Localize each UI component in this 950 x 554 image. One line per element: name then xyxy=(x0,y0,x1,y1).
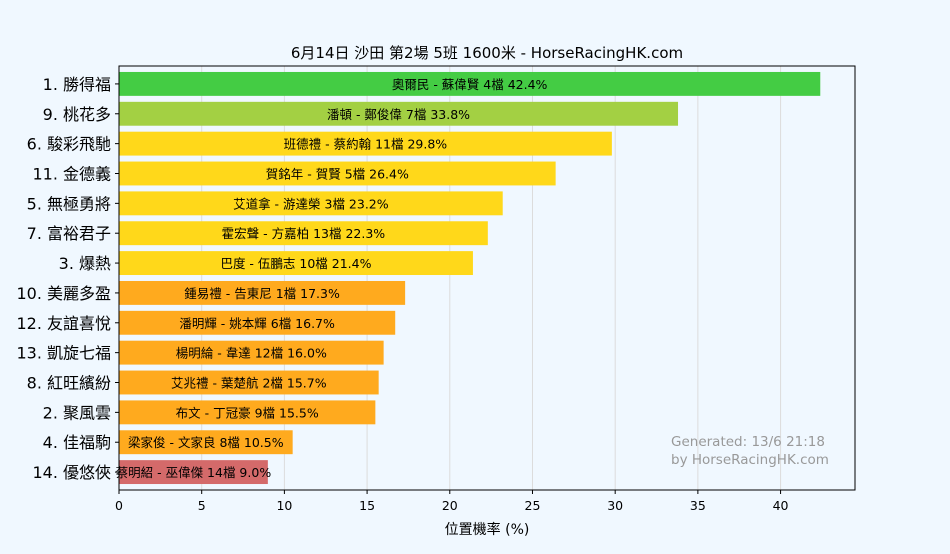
plot-area: 奧爾民 - 蘇偉賢 4檔 42.4% 潘頓 - 鄭俊偉 7檔 33.8% 班德禮 -… xyxy=(16,65,856,513)
bar xyxy=(119,71,821,96)
bar-label: 霍宏聲 - 方嘉柏 13檔 22.3% xyxy=(222,226,386,241)
bar xyxy=(119,370,379,395)
bar xyxy=(119,400,376,425)
bar-label: 潘頓 - 鄭俊偉 7檔 33.8% xyxy=(327,107,470,122)
bar-label: 艾兆禮 - 葉楚航 2檔 15.7% xyxy=(171,376,327,391)
y-tick-label: 14. 優悠俠 xyxy=(32,463,111,482)
bar xyxy=(119,310,396,335)
bar xyxy=(119,251,473,276)
x-tick-label: 5 xyxy=(198,498,206,513)
bar-label: 賀銘年 - 賀賢 5檔 26.4% xyxy=(266,166,409,181)
x-tick-label: 10 xyxy=(276,498,292,513)
bar-label: 巴度 - 伍鵬志 10檔 21.4% xyxy=(220,256,371,271)
y-tick-label: 1. 勝得福 xyxy=(43,75,111,94)
y-tick-label: 6. 駿彩飛馳 xyxy=(27,135,111,154)
bar-label: 奧爾民 - 蘇偉賢 4檔 42.4% xyxy=(392,77,548,92)
y-tick-label: 13. 凱旋七福 xyxy=(16,344,111,363)
watermark-generated: Generated: 13/6 21:18 xyxy=(671,434,825,450)
plot-frame xyxy=(118,65,856,491)
bar-label: 艾道拿 - 游達榮 3檔 23.2% xyxy=(233,196,389,211)
y-tick-label: 5. 無極勇將 xyxy=(27,194,111,213)
bar-label: 楊明綸 - 韋達 12檔 16.0% xyxy=(176,346,327,361)
bar xyxy=(119,340,384,365)
bar xyxy=(119,430,293,455)
y-tick-label: 11. 金德義 xyxy=(32,164,111,183)
y-tick-label: 3. 爆熱 xyxy=(59,254,111,273)
chart-title: 6月14日 沙田 第2場 5班 1600米 - HorseRacingHK.co… xyxy=(291,44,683,62)
bar-label: 蔡明紹 - 巫偉傑 14檔 9.0% xyxy=(116,465,272,480)
bar xyxy=(119,221,488,246)
y-tick-label: 8. 紅旺繽紛 xyxy=(27,374,111,393)
bar xyxy=(119,460,268,485)
bar xyxy=(119,280,406,305)
y-tick-label: 9. 桃花多 xyxy=(43,105,111,124)
x-tick-label: 25 xyxy=(525,498,541,513)
bar xyxy=(119,161,556,186)
x-axis-label: 位置機率 (%) xyxy=(445,521,530,538)
y-tick-label: 2. 聚風雲 xyxy=(43,403,111,422)
y-tick-label: 10. 美麗多盈 xyxy=(16,284,111,303)
y-tick-label: 7. 富裕君子 xyxy=(27,224,111,243)
x-tick-label: 20 xyxy=(442,498,458,513)
bar-label: 潘明輝 - 姚本輝 6檔 16.7% xyxy=(179,316,335,331)
bar xyxy=(119,131,612,156)
x-tick-label: 0 xyxy=(115,498,123,513)
bar-label: 班德禮 - 蔡約翰 11檔 29.8% xyxy=(284,137,448,152)
x-tick-label: 35 xyxy=(690,498,706,513)
bar xyxy=(119,191,503,216)
bar-label: 布文 - 丁冠豪 9檔 15.5% xyxy=(176,405,319,420)
bar-label: 鍾易禮 - 告東尼 1檔 17.3% xyxy=(184,286,340,301)
plot-background xyxy=(119,66,855,490)
x-tick-label: 15 xyxy=(359,498,375,513)
x-tick-label: 40 xyxy=(773,498,789,513)
bar-label: 梁家俊 - 文家良 8檔 10.5% xyxy=(128,435,284,450)
watermark-site: by HorseRacingHK.com xyxy=(671,452,829,468)
y-tick-label: 12. 友誼喜悅 xyxy=(16,314,111,333)
x-tick-label: 30 xyxy=(607,498,623,513)
bar xyxy=(119,101,679,126)
y-tick-label: 4. 佳福駒 xyxy=(43,433,111,452)
